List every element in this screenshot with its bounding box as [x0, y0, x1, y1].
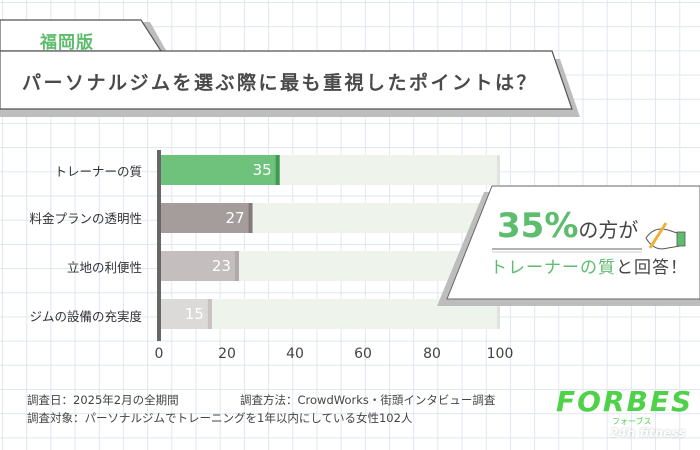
- bar: [161, 251, 239, 281]
- bar: [161, 155, 280, 185]
- callout-line2-rest: と回答！: [616, 258, 688, 278]
- callout-box: [446, 185, 700, 300]
- logo-sub: 24h fitness: [610, 426, 686, 440]
- survey-method: 調査方法：CrowdWorks・街頭インタビュー調査: [240, 393, 496, 407]
- callout-percent: 35%: [497, 206, 579, 246]
- survey-date: 調査日：2025年2月の全期間: [27, 393, 179, 407]
- bar-end-cap: [248, 203, 253, 233]
- bar: [161, 299, 212, 329]
- category-label: ジムの設備の充実度: [29, 309, 142, 324]
- survey-target: 調査対象：パーソナルジムでトレーニングを1年以内にしている女性102人: [27, 411, 413, 425]
- bar-value-label: 15: [184, 305, 204, 323]
- callout-line-1: 35%の方が: [497, 206, 638, 246]
- callout-line-2: トレーナーの質と回答！: [490, 258, 688, 278]
- bar: [161, 203, 253, 233]
- logo-kana: フォーブス: [612, 417, 652, 426]
- page-title: パーソナルジムを選ぶ際に最も重視したポイントは？: [22, 72, 539, 94]
- bar-end-cap: [275, 155, 280, 185]
- title-banner: [0, 50, 573, 110]
- x-tick-label: 0: [154, 346, 164, 362]
- x-tick-label: 20: [218, 346, 236, 362]
- region-label: 福岡版: [40, 33, 94, 53]
- bar-value-label: 27: [225, 209, 245, 227]
- bar-value-label: 35: [252, 161, 272, 179]
- category-label: 料金プランの透明性: [29, 211, 142, 226]
- bar-track-end: [497, 155, 500, 185]
- writing-hand-icon: [645, 222, 686, 250]
- x-tick-label: 100: [486, 346, 514, 362]
- callout-highlight: トレーナーの質: [490, 258, 616, 278]
- bar-end-cap: [234, 251, 239, 281]
- callout-line1-rest: の方が: [578, 218, 639, 242]
- bar-track-end: [497, 299, 500, 329]
- category-label: 立地の利便性: [66, 260, 142, 275]
- category-label: トレーナーの質: [54, 164, 142, 179]
- x-tick-label: 80: [423, 346, 441, 362]
- bar-value-label: 23: [211, 257, 231, 275]
- logo: FORBES: [556, 385, 694, 418]
- x-tick-label: 60: [354, 346, 372, 362]
- bar-end-cap: [207, 299, 212, 329]
- x-tick-label: 40: [286, 346, 304, 362]
